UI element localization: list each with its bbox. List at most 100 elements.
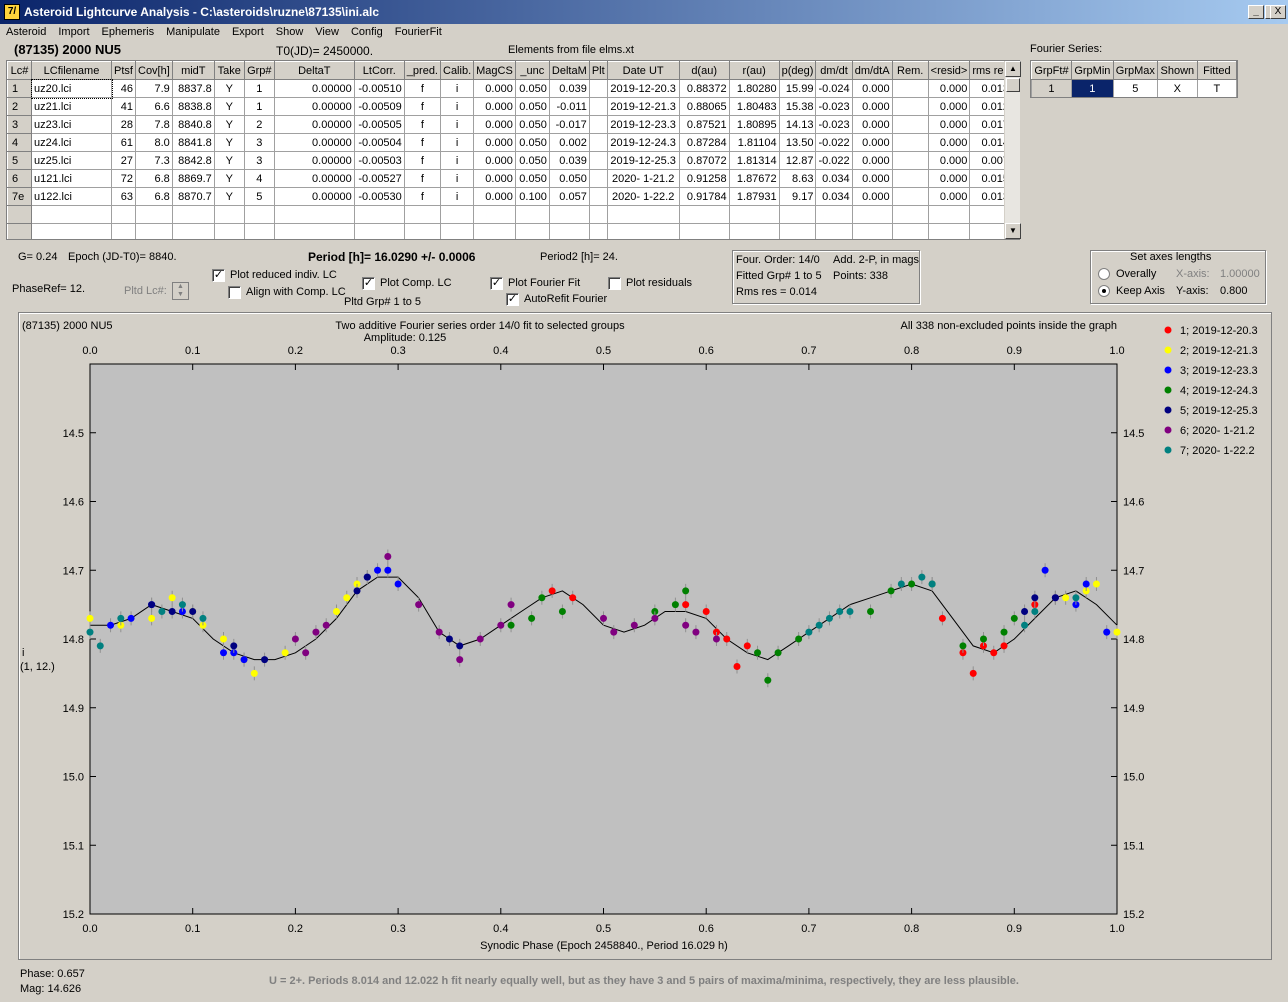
column-header[interactable]: r(au)	[728, 61, 780, 80]
column-header[interactable]: DeltaT	[273, 61, 355, 80]
table-cell[interactable]: -0.024	[815, 79, 853, 98]
table-cell[interactable]: -0.00510	[353, 79, 405, 98]
fourier-cell[interactable]: X	[1156, 79, 1198, 97]
menu-ephemeris[interactable]: Ephemeris	[101, 26, 155, 38]
table-cell[interactable]: 0.000	[473, 151, 516, 170]
column-header[interactable]: LCfilename	[31, 61, 112, 80]
column-header[interactable]: rms res	[969, 61, 1013, 80]
column-header[interactable]: Cov[h]	[135, 61, 173, 80]
menu-manipulate[interactable]: Manipulate	[166, 26, 220, 38]
table-cell[interactable]: i	[439, 133, 475, 152]
table-cell[interactable]: 1.80483	[728, 97, 780, 116]
table-cell[interactable]: 0.002	[548, 133, 590, 152]
table-cell[interactable]: 0.000	[851, 133, 893, 152]
table-cell[interactable]: 0.000	[927, 151, 971, 170]
table-cell[interactable]: -0.00527	[353, 169, 405, 188]
table-cell[interactable]: 2020- 1-22.2	[606, 187, 680, 206]
table-cell[interactable]: 0.050	[548, 169, 590, 188]
table-cell[interactable]: 8841.8	[171, 133, 215, 152]
table-cell[interactable]: 0.015	[969, 169, 1013, 188]
table-cell[interactable]: 0.000	[851, 79, 893, 98]
scroll-down-arrow-icon[interactable]: ▼	[1005, 223, 1021, 239]
row-number[interactable]	[7, 223, 32, 239]
fourier-cell[interactable]: 5	[1112, 79, 1158, 97]
minimize-button[interactable]: _	[1248, 5, 1264, 19]
table-cell[interactable]: 2019-12-21.3	[606, 97, 680, 116]
table-cell[interactable]: 0.000	[473, 169, 516, 188]
menu-fourierfit[interactable]: FourierFit	[394, 26, 442, 38]
fourier-column-header[interactable]: Fitted	[1196, 61, 1237, 80]
table-row[interactable]: 5 uz25.lci 27 7.3 8842.8 Y 3 0.00000 -0.00503 f i 0…	[7, 151, 1013, 170]
table-cell[interactable]: 0.000	[851, 187, 893, 206]
table-row[interactable]: 6 u121.lci 72 6.8 8869.7 Y 4 0.00000 -0.00527 f i 0…	[7, 169, 1013, 188]
menu-show[interactable]: Show	[275, 26, 304, 38]
table-cell[interactable]	[815, 223, 853, 239]
table-cell[interactable]: 0.034	[815, 169, 853, 188]
fourier-cell[interactable]: T	[1196, 79, 1237, 97]
table-cell[interactable]: 0.100	[514, 187, 550, 206]
column-header[interactable]: MagCS	[473, 61, 516, 80]
table-cell[interactable]: 41	[111, 97, 136, 116]
fourier-cell[interactable]: 1	[1031, 79, 1072, 97]
row-number[interactable]: 3	[7, 115, 32, 134]
table-cell[interactable]	[728, 223, 780, 239]
menu-view[interactable]: View	[315, 26, 339, 38]
column-header[interactable]: DeltaM	[548, 61, 590, 80]
table-row[interactable]: 4 uz24.lci 61 8.0 8841.8 Y 3 0.00000 -0.00504 f i 0…	[7, 133, 1013, 152]
menu-import[interactable]: Import	[58, 26, 90, 38]
table-cell[interactable]: 0.000	[927, 97, 971, 116]
table-cell[interactable]	[927, 223, 971, 239]
table-cell[interactable]: 0.000	[473, 97, 516, 116]
align-comp-checkbox[interactable]	[228, 286, 241, 299]
keep-axis-radio[interactable]	[1098, 285, 1110, 297]
table-cell[interactable]: 0.000	[927, 115, 971, 134]
column-header[interactable]: _pred.	[403, 61, 442, 80]
row-number[interactable]: 6	[7, 169, 32, 188]
table-cell[interactable]: 0.017	[969, 115, 1013, 134]
column-header[interactable]: Take	[213, 61, 245, 80]
plot-residuals-checkbox[interactable]	[608, 277, 621, 290]
pltd-lc-spinner[interactable]: ▲ ▼	[172, 282, 189, 300]
table-cell[interactable]	[891, 223, 929, 239]
menu-config[interactable]: Config	[350, 26, 383, 38]
scroll-up-arrow-icon[interactable]: ▲	[1005, 61, 1021, 77]
menu-asteroid[interactable]: Asteroid	[6, 26, 47, 38]
table-cell[interactable]: 0.039	[548, 151, 590, 170]
table-cell[interactable]: -0.022	[815, 133, 853, 152]
scroll-thumb[interactable]	[1006, 78, 1020, 92]
column-header[interactable]: p(deg)	[778, 61, 817, 80]
column-header[interactable]: dm/dt	[815, 61, 853, 80]
table-cell[interactable]: 6.6	[135, 97, 173, 116]
table-cell[interactable]: u121.lci	[31, 169, 112, 188]
fourier-cell[interactable]: 1	[1070, 79, 1114, 97]
table-cell[interactable]: 0.88372	[678, 79, 730, 98]
table-cell[interactable]: 0.039	[548, 79, 590, 98]
table-cell[interactable]: 6.8	[135, 169, 173, 188]
table-cell[interactable]: 0.050	[514, 151, 550, 170]
table-row[interactable]: 1 uz20.lci 46 7.9 8837.8 Y 1 0.00000 -0.00510 f i 0…	[7, 78, 1013, 99]
x-axis-value[interactable]: 1.00000	[1220, 268, 1260, 280]
table-cell[interactable]: -0.023	[815, 97, 853, 116]
column-header[interactable]: midT	[171, 61, 215, 80]
plot-fourier-checkbox[interactable]: ✓	[490, 277, 503, 290]
column-header[interactable]: Rem.	[891, 61, 929, 80]
menu-export[interactable]: Export	[231, 26, 264, 38]
table-cell[interactable]: 8869.7	[171, 169, 215, 188]
y-axis-value[interactable]: 0.800	[1220, 285, 1248, 297]
close-button[interactable]: X	[1270, 5, 1286, 19]
column-header[interactable]: Plt	[588, 61, 608, 80]
column-header[interactable]: dm/dtA	[851, 61, 893, 80]
table-cell[interactable]	[548, 223, 590, 239]
autorefit-checkbox[interactable]: ✓	[506, 293, 519, 306]
table-cell[interactable]: 2019-12-23.3	[606, 115, 680, 134]
table-cell[interactable]: 14.13	[778, 115, 817, 134]
row-number[interactable]: 1	[7, 79, 32, 98]
table-cell[interactable]: 0.000	[851, 151, 893, 170]
table-cell[interactable]: 12.87	[778, 151, 817, 170]
table-cell[interactable]: 0.000	[473, 115, 516, 134]
empty-row[interactable]	[7, 223, 1013, 239]
table-cell[interactable]: 0.91258	[678, 169, 730, 188]
table-cell[interactable]: -0.00503	[353, 151, 405, 170]
table-cell[interactable]	[439, 223, 475, 239]
table-row[interactable]: 7e u122.lci 63 6.8 8870.7 Y 5 0.00000 -0.00530 f i…	[7, 187, 1013, 206]
